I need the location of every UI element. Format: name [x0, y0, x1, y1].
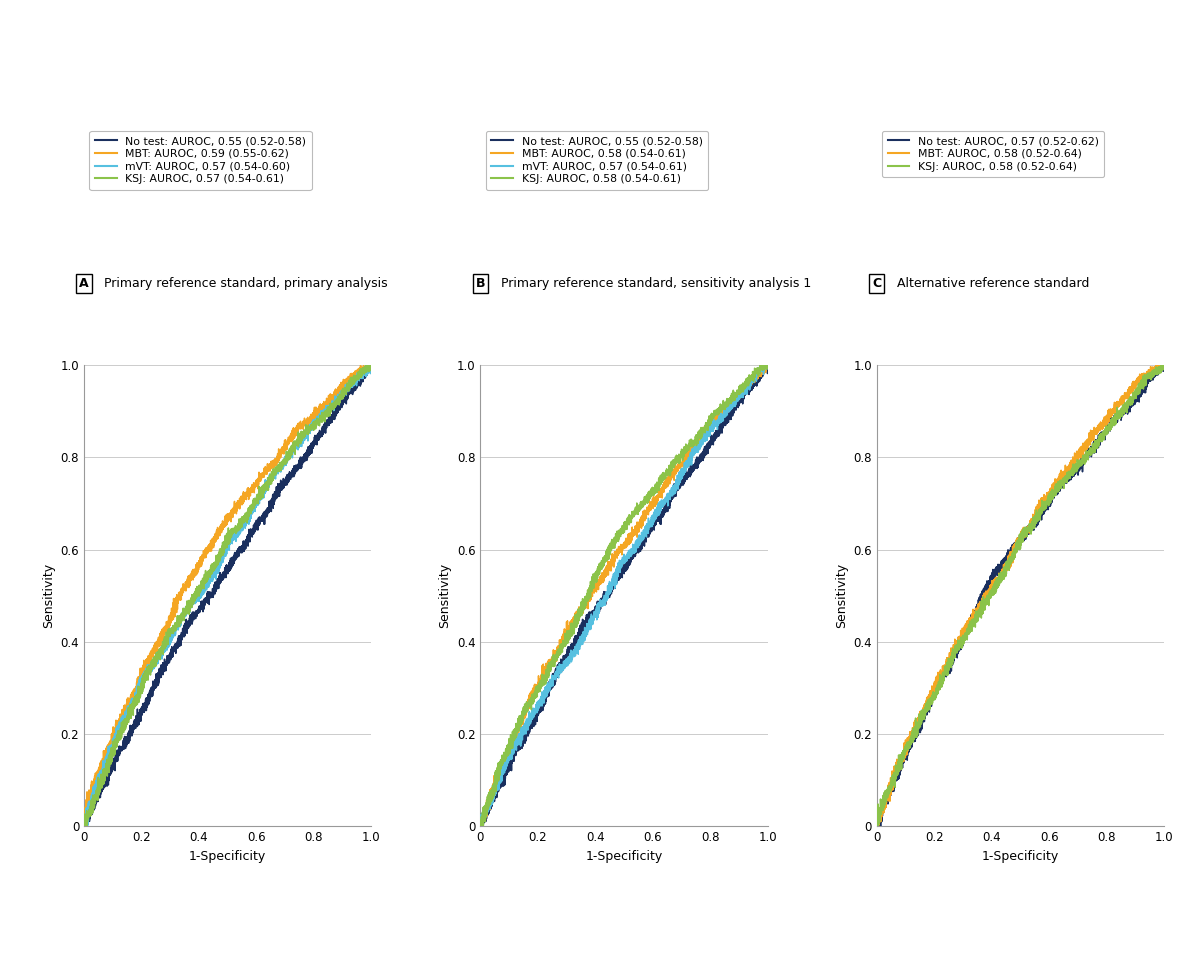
- Text: A: A: [79, 277, 89, 290]
- X-axis label: 1-Specificity: 1-Specificity: [586, 850, 662, 863]
- Text: Primary reference standard, sensitivity analysis 1: Primary reference standard, sensitivity …: [500, 277, 811, 290]
- X-axis label: 1-Specificity: 1-Specificity: [188, 850, 266, 863]
- Y-axis label: Sensitivity: Sensitivity: [438, 563, 451, 628]
- Text: Alternative reference standard: Alternative reference standard: [898, 277, 1090, 290]
- Legend: No test: AUROC, 0.57 (0.52-0.62), MBT: AUROC, 0.58 (0.52-0.64), KSJ: AUROC, 0.58: No test: AUROC, 0.57 (0.52-0.62), MBT: A…: [882, 131, 1104, 177]
- Text: Primary reference standard, primary analysis: Primary reference standard, primary anal…: [104, 277, 388, 290]
- Y-axis label: Sensitivity: Sensitivity: [42, 563, 55, 628]
- Text: B: B: [475, 277, 485, 290]
- Y-axis label: Sensitivity: Sensitivity: [835, 563, 847, 628]
- Legend: No test: AUROC, 0.55 (0.52-0.58), MBT: AUROC, 0.58 (0.54-0.61), mVT: AUROC, 0.57: No test: AUROC, 0.55 (0.52-0.58), MBT: A…: [486, 131, 708, 189]
- Legend: No test: AUROC, 0.55 (0.52-0.58), MBT: AUROC, 0.59 (0.55-0.62), mVT: AUROC, 0.57: No test: AUROC, 0.55 (0.52-0.58), MBT: A…: [90, 131, 312, 189]
- Text: C: C: [872, 277, 881, 290]
- X-axis label: 1-Specificity: 1-Specificity: [982, 850, 1060, 863]
